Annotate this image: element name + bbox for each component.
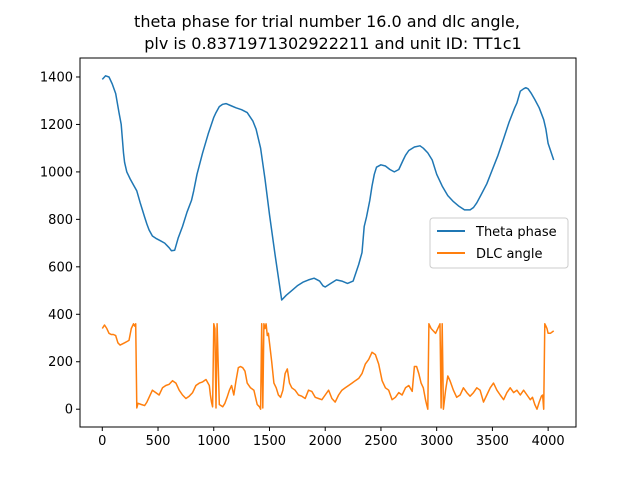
y-axis-ticks: 0 200 400 600 800 1000 1200 1400 xyxy=(40,70,80,418)
legend-label-dlc-angle: DLC angle xyxy=(476,247,543,262)
y-tick-label: 0 xyxy=(65,403,73,418)
legend-label-theta-phase: Theta phase xyxy=(475,225,557,240)
y-tick-label: 400 xyxy=(48,308,73,323)
x-tick-label: 4000 xyxy=(532,434,565,449)
x-tick-label: 2500 xyxy=(364,434,397,449)
x-tick-label: 0 xyxy=(98,434,106,449)
y-tick-label: 1000 xyxy=(40,165,73,180)
chart-title-line-1: theta phase for trial number 16.0 and dl… xyxy=(134,12,520,31)
y-tick-label: 800 xyxy=(48,213,73,228)
series-line-0 xyxy=(101,75,555,301)
x-tick-label: 3500 xyxy=(476,434,509,449)
y-tick-label: 200 xyxy=(48,355,73,370)
y-tick-label: 1200 xyxy=(40,118,73,133)
legend: Theta phase DLC angle xyxy=(429,217,569,269)
x-tick-label: 1500 xyxy=(253,434,286,449)
y-tick-label: 600 xyxy=(48,260,73,275)
x-tick-label: 3000 xyxy=(420,434,453,449)
y-tick-label: 1400 xyxy=(40,70,73,85)
plot-lines xyxy=(101,75,555,410)
x-tick-label: 500 xyxy=(146,434,171,449)
chart-title-line-2: plv is 0.8371971302922211 and unit ID: T… xyxy=(144,34,521,53)
x-tick-label: 1000 xyxy=(197,434,230,449)
x-tick-label: 2000 xyxy=(309,434,342,449)
series-line-1 xyxy=(101,323,555,410)
plot-area-frame xyxy=(79,57,577,428)
x-axis-ticks: 0 500 1000 1500 2000 2500 3000 3500 4000 xyxy=(98,427,565,449)
